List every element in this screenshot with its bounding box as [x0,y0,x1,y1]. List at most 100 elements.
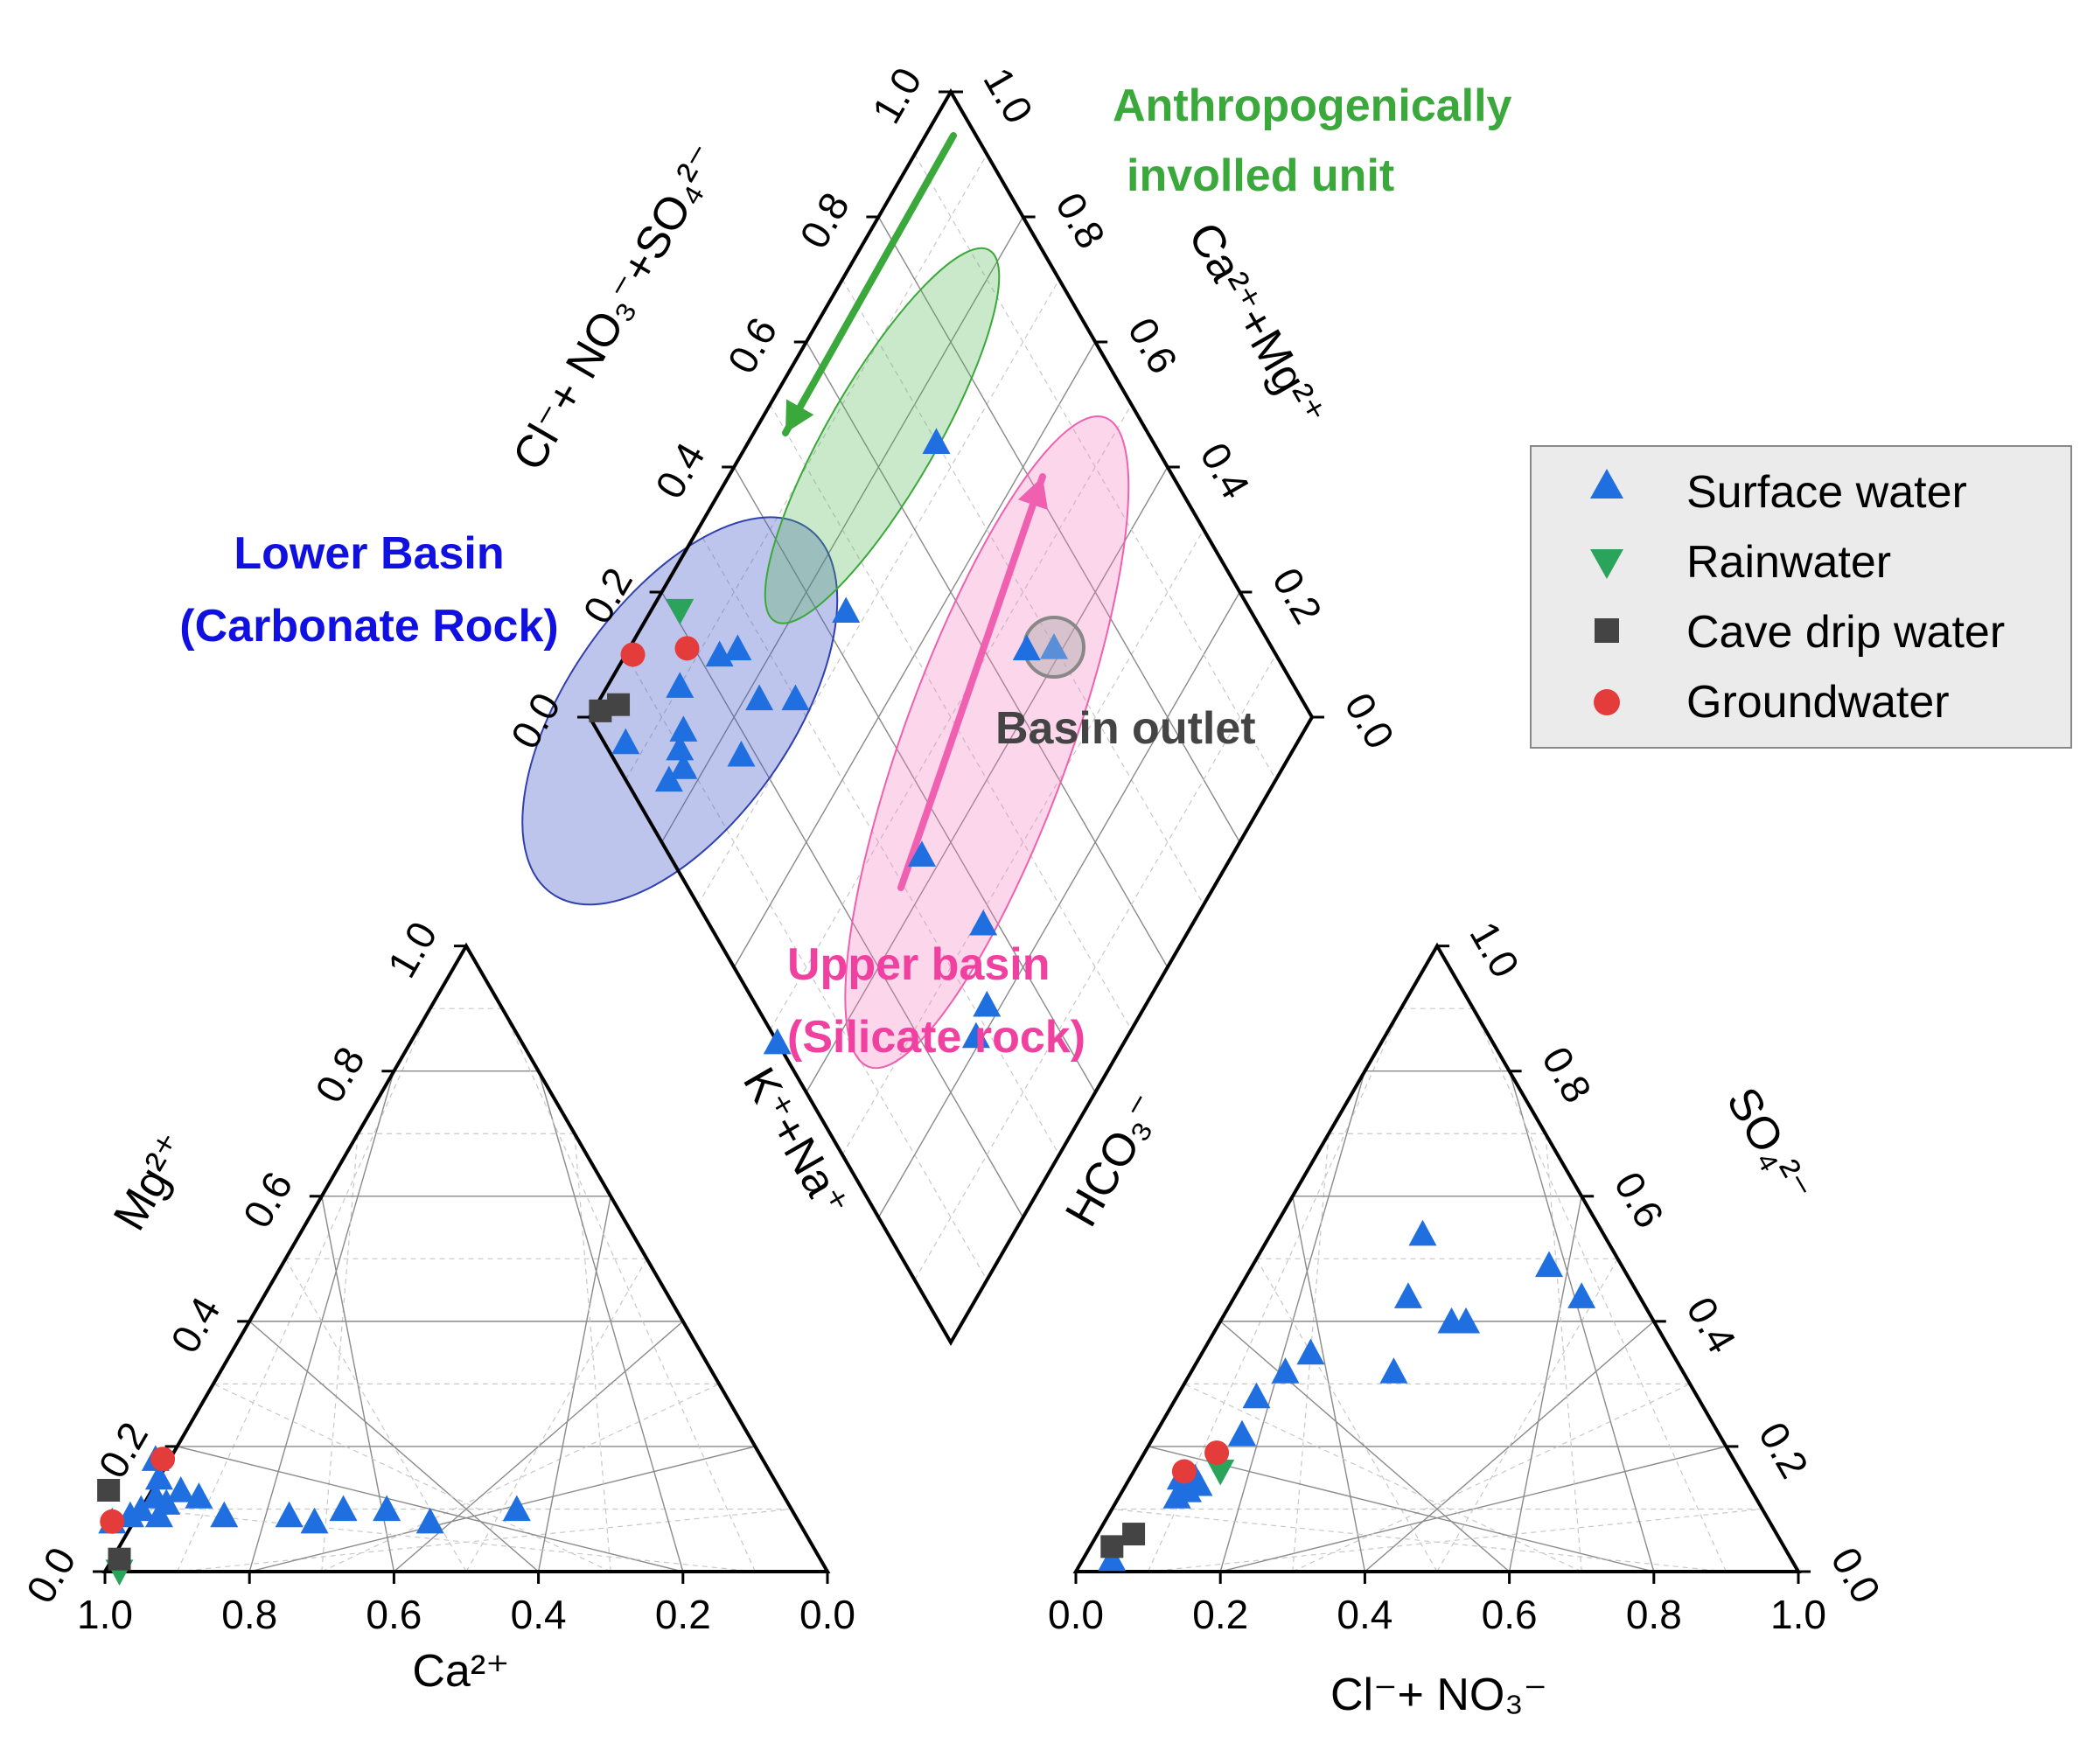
point-anion-surface-water [1452,1307,1481,1334]
point-anion-groundwater [1204,1440,1230,1466]
upper-basin-label-line2: (Silicate rock) [787,1012,1085,1063]
grid-line [877,591,1241,1218]
point-diamond-groundwater [620,642,646,667]
anion-bottom-tick-label: 0.4 [1337,1592,1392,1637]
anthropogenic-arrow-head [785,399,814,433]
point-cation-surface-water [144,1463,173,1490]
grid-line [1255,1259,1438,1572]
anion-bottom-tick-label: 0.8 [1626,1592,1682,1637]
point-cation-surface-water [166,1476,195,1503]
point-diamond-surface-water [969,909,998,936]
point-diamond-cave-drip-water [589,699,612,722]
anion-right-tick-label: 0.6 [1606,1164,1673,1235]
upper-basin-arrow [897,473,1046,891]
point-anion-surface-water [1535,1251,1564,1278]
upper-basin-arrow-head [1017,477,1048,511]
point-anion-rainwater [1206,1459,1235,1486]
anthropogenic-region [764,247,1001,624]
anion-right-tick-label: 0.4 [1678,1289,1745,1360]
grid-line [806,466,1169,1093]
cation-left-tick-label: 0.2 [89,1414,157,1485]
point-diamond-surface-water [666,672,694,698]
diamond-left-tick-label: 1.0 [863,59,931,130]
point-anion-surface-water [1227,1419,1256,1447]
grid-line [1545,1133,1582,1572]
anion-bottom-axis-title: Cl⁻+ NO₃⁻ [1330,1670,1547,1720]
grid-line [248,1321,540,1572]
grid-line [465,1259,648,1572]
point-anion-surface-water [1098,1544,1127,1572]
anion-bottom-tick-label: 0.6 [1482,1592,1538,1637]
cation-left-tick-label: 0.6 [234,1164,301,1235]
diamond-right-tick-label: 1.0 [974,59,1042,130]
grid-line [841,279,1204,905]
anion-right-tick-label: 0.2 [1750,1414,1818,1485]
diamond-right-tick-label: 0.8 [1047,185,1114,255]
point-diamond-surface-water [745,684,774,711]
anion-right-tick-label: 1.0 [1461,914,1528,985]
point-diamond-surface-water [973,990,1002,1017]
legend-label-groundwater: Groundwater [1686,677,1950,728]
grid-line [1508,1070,1655,1572]
anion-bottom-tick-label: 0.2 [1192,1592,1248,1637]
anion-right-tick-label: 0.8 [1533,1039,1601,1110]
legend-marker-surface-water [1590,469,1623,499]
grid-line [769,404,1133,1030]
point-basin-outlet [1040,633,1068,659]
grid-line [877,216,1241,843]
diamond-right-axis-title: Ca²⁺+Mg²⁺ [1178,214,1336,436]
grid-line [537,1196,611,1572]
cation-left-axis-title: Mg²⁺ [104,1125,199,1238]
lower-basin-label-line2: (Carbonate Rock) [179,601,558,652]
point-diamond-rainwater [666,598,694,625]
cation-left-tick-label: 0.8 [306,1039,373,1110]
grid-line [1112,1508,1727,1572]
grid-line [806,341,1169,968]
grid-line [1148,1008,1402,1572]
grid-line [574,1133,611,1572]
group-regions [521,132,1130,1070]
point-diamond-surface-water [727,740,756,767]
point-cation-surface-water [415,1507,444,1534]
grid-line [914,654,1277,1280]
grid-line [914,154,1277,780]
legend-label-rainwater: Rainwater [1686,537,1891,588]
point-anion-surface-water [1242,1382,1271,1409]
grid-line [321,1133,359,1572]
point-cation-surface-water [275,1501,304,1528]
cation-left-tick-label: 1.0 [379,914,446,985]
point-anion-surface-water [1271,1357,1300,1384]
point-cation-surface-water [144,1501,173,1528]
point-cation-cave-drip-water [108,1547,131,1571]
point-anion-surface-water [1296,1338,1325,1365]
cation-bottom-axis-title: Ca²⁺ [412,1646,509,1697]
upper-basin-label-line1: Upper basin [787,939,1050,990]
anion-bottom-tick-label: 1.0 [1770,1592,1826,1637]
cation-right-axis-title: K⁺+Na⁺ [733,1059,858,1225]
point-diamond-surface-water [666,734,694,761]
point-diamond-groundwater [674,636,700,661]
cation-left-tick-label: 0.4 [162,1289,229,1360]
upper-basin-region [844,415,1130,1070]
lower-basin-region [521,516,839,906]
point-anion-groundwater [1171,1459,1197,1484]
legend-marker-rainwater [1590,549,1623,579]
point-diamond-surface-water [723,634,752,660]
grid-line [1436,1259,1619,1572]
legend-marker-groundwater [1594,689,1620,715]
grid-line [1148,1508,1762,1572]
point-diamond-surface-water [781,684,810,711]
point-diamond-surface-water [832,596,861,624]
grid-line [1183,1383,1582,1572]
point-anion-surface-water [1408,1219,1437,1246]
diamond-right-tick-label: 0.2 [1264,560,1331,631]
grid-lines [141,154,1762,1572]
point-cation-groundwater [100,1509,125,1534]
point-diamond-surface-water [763,1028,792,1055]
grid-line [1472,1008,1727,1572]
point-diamond-surface-water [961,1021,990,1049]
point-diamond-surface-water [611,728,640,755]
point-cation-surface-water [185,1482,213,1509]
cation-bottom-tick-label: 0.4 [511,1592,567,1637]
point-cation-surface-water [502,1495,531,1522]
